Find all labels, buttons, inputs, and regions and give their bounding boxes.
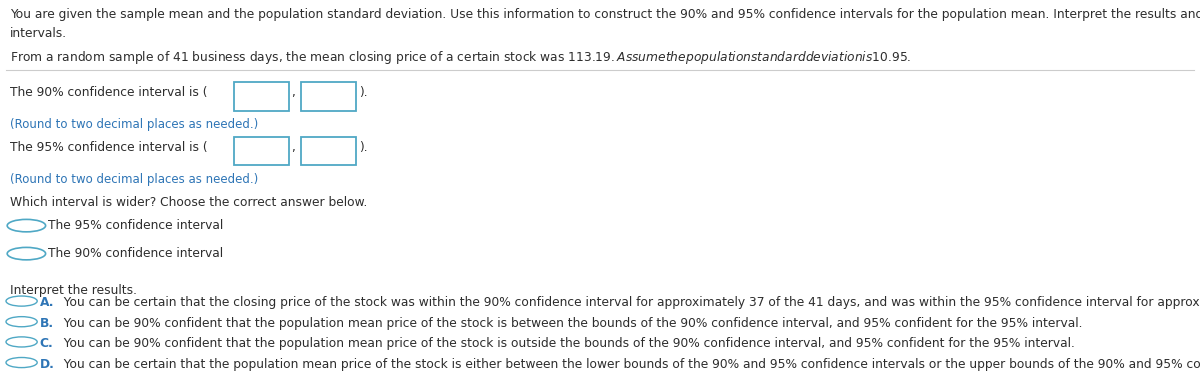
Text: Interpret the results.: Interpret the results. [10, 284, 137, 297]
Text: B.: B. [40, 317, 54, 330]
Text: ,: , [292, 141, 295, 154]
Text: (Round to two decimal places as needed.): (Round to two decimal places as needed.) [10, 118, 258, 131]
Text: The 90% confidence interval is (: The 90% confidence interval is ( [10, 86, 208, 99]
Text: ,: , [292, 86, 295, 99]
Text: ).: ). [359, 86, 367, 99]
Text: You can be 90% confident that the population mean price of the stock is between : You can be 90% confident that the popula… [56, 317, 1082, 330]
FancyBboxPatch shape [234, 137, 289, 165]
Text: Which interval is wider? Choose the correct answer below.: Which interval is wider? Choose the corr… [10, 196, 367, 209]
Text: ).: ). [359, 141, 367, 154]
FancyBboxPatch shape [301, 137, 356, 165]
Text: You are given the sample mean and the population standard deviation. Use this in: You are given the sample mean and the po… [10, 8, 1200, 21]
Text: (Round to two decimal places as needed.): (Round to two decimal places as needed.) [10, 173, 258, 186]
Text: You can be certain that the closing price of the stock was within the 90% confid: You can be certain that the closing pric… [56, 296, 1200, 309]
Text: intervals.: intervals. [10, 27, 67, 40]
FancyBboxPatch shape [301, 82, 356, 111]
Text: From a random sample of 41 business days, the mean closing price of a certain st: From a random sample of 41 business days… [10, 49, 911, 66]
Text: The 95% confidence interval is (: The 95% confidence interval is ( [10, 141, 208, 154]
Text: You can be 90% confident that the population mean price of the stock is outside : You can be 90% confident that the popula… [56, 337, 1075, 350]
Text: A.: A. [40, 296, 54, 309]
Text: The 95% confidence interval: The 95% confidence interval [48, 219, 223, 232]
FancyBboxPatch shape [234, 82, 289, 111]
Text: You can be certain that the population mean price of the stock is either between: You can be certain that the population m… [56, 358, 1200, 371]
Text: C.: C. [40, 337, 53, 350]
Text: The 90% confidence interval: The 90% confidence interval [48, 247, 223, 260]
Text: D.: D. [40, 358, 54, 371]
